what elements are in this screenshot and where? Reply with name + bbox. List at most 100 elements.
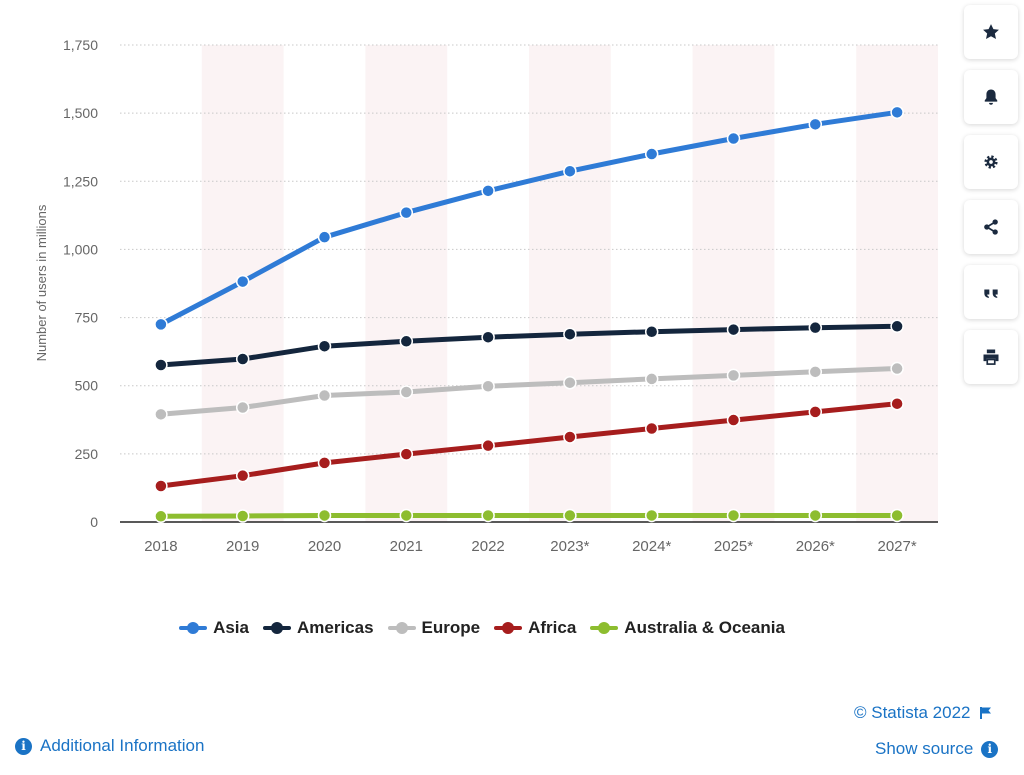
data-point-europe [890,361,904,376]
y-tick-label: 500 [75,378,99,394]
y-tick-label: 750 [75,310,99,326]
legend-item-africa[interactable]: Africa [494,618,576,638]
additional-information-label: Additional Information [40,736,205,755]
y-axis-ticks: 0 250 500 750 1,000 1,250 1,500 1,750 [63,37,98,530]
series-australia-oceania [154,508,904,524]
data-point-australia-oceania [399,508,414,523]
data-point-europe [235,400,250,415]
y-tick-label: 1,000 [63,241,98,257]
data-point-australia-oceania [235,509,250,523]
data-point-australia-oceania [154,509,168,524]
quote-icon [984,289,998,298]
data-point-australia-oceania [563,508,577,523]
data-point-africa [563,430,577,444]
data-point-americas [563,327,577,341]
data-point-asia [317,230,332,244]
x-axis-ticks: 2018 2019 2020 2021 2022 2023* 2024* 2025* 2026*… [144,538,917,555]
series-africa [154,396,904,493]
legend-marker-europe [387,622,416,634]
data-point-americas [235,352,250,366]
legend-marker-australia-oceania [590,622,619,634]
info-icon: i [15,737,32,755]
legend-label-europe: Europe [421,618,481,637]
legend-marker-asia [179,622,208,634]
y-tick-label: 250 [75,446,99,462]
data-point-asia [808,117,823,132]
data-point-australia-oceania [644,508,659,523]
data-point-australia-oceania [808,508,823,523]
cite-button[interactable] [964,265,1018,319]
series-line-americas [158,323,900,368]
column-bands [201,45,938,522]
series-asia [154,105,904,332]
legend-item-australia-oceania[interactable]: Australia & Oceania [590,618,785,638]
legend-marker-africa [494,622,523,634]
data-point-americas [808,320,823,335]
x-tick-label: 2020 [308,538,341,555]
legend-label-americas: Americas [296,618,374,637]
data-point-australia-oceania [726,508,741,523]
additional-information-link[interactable]: i Additional Information [15,736,204,756]
series-americas [154,319,904,372]
data-point-europe [317,388,332,403]
statista-copyright-link[interactable]: © Statista 2022 [854,703,993,723]
series-line-africa [158,401,900,489]
show-source-label: Show source [875,739,974,758]
data-point-africa [399,447,414,461]
legend-label-australia-oceania: Australia & Oceania [624,618,785,637]
column-band [856,45,938,522]
data-point-asia [644,147,659,161]
data-point-asia [154,317,168,332]
data-point-africa [808,405,823,419]
x-tick-label: 2024* [632,538,671,555]
flag-icon [979,707,991,719]
series-line-europe [158,366,900,417]
print-button[interactable] [964,330,1018,384]
data-point-europe [399,385,414,399]
info-icon: i [981,740,999,758]
share-icon [984,219,998,235]
y-tick-label: 1,250 [63,173,98,189]
data-point-americas [726,322,741,337]
legend-item-asia[interactable]: Asia [179,618,249,638]
data-point-americas [481,330,495,344]
data-point-africa [481,438,495,453]
data-point-europe [481,379,495,394]
share-button[interactable] [964,200,1018,254]
legend-item-americas[interactable]: Americas [262,618,374,638]
x-tick-label: 2018 [144,538,177,555]
y-tick-label: 1,750 [63,37,98,53]
data-point-africa [644,421,659,436]
data-point-europe [644,372,659,386]
favorite-button[interactable] [964,5,1018,59]
star-icon [983,24,999,39]
data-point-asia [890,105,904,120]
data-point-europe [563,375,577,390]
data-point-australia-oceania [317,508,332,523]
series-line-australia-oceania [158,513,900,519]
legend-label-africa: Africa [528,618,577,637]
data-point-asia [399,205,414,220]
data-point-europe [808,365,823,379]
x-tick-label: 2021 [390,538,423,555]
legend-marker-americas [262,622,291,634]
data-point-australia-oceania [890,508,904,523]
data-point-asia [726,131,741,146]
data-point-americas [890,319,904,334]
notification-button[interactable] [964,70,1018,124]
data-point-africa [317,456,332,470]
data-point-africa [726,413,741,427]
x-tick-label: 2026* [796,538,835,555]
y-tick-label: 0 [90,514,98,530]
x-tick-label: 2027* [877,538,916,555]
x-tick-label: 2025* [714,538,753,555]
show-source-link[interactable]: Show source i [875,739,999,759]
column-band [692,45,775,522]
legend-item-europe[interactable]: Europe [387,618,481,638]
settings-button[interactable] [964,135,1018,189]
data-point-africa [154,479,168,493]
bell-icon [984,89,998,105]
series-line-asia [158,109,900,327]
data-point-europe [726,368,741,383]
